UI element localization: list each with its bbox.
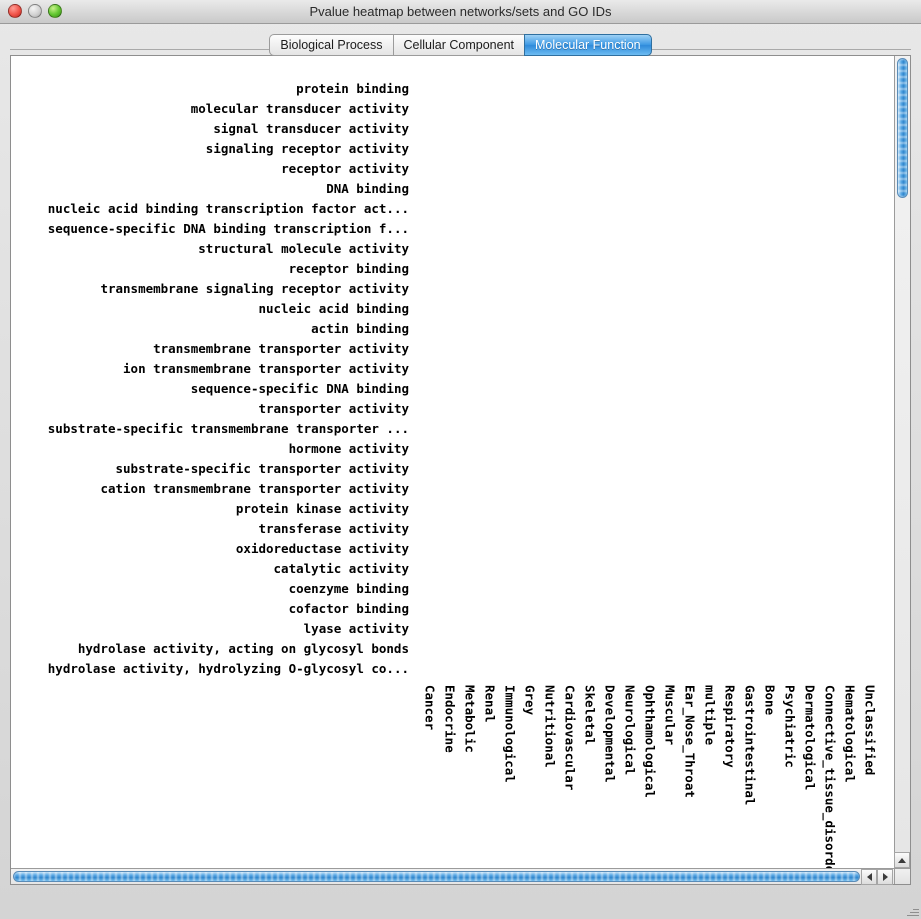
column-label: Skeletal bbox=[582, 685, 598, 746]
column-label: Developmental bbox=[602, 685, 618, 783]
chevron-right-icon bbox=[882, 873, 888, 881]
row-label: sequence-specific DNA binding transcript… bbox=[47, 221, 409, 236]
title-bar: Pvalue heatmap between networks/sets and… bbox=[0, 0, 921, 24]
vertical-scrollbar-thumb[interactable] bbox=[897, 58, 908, 198]
scroll-left-button[interactable] bbox=[861, 869, 877, 885]
chevron-up-icon bbox=[898, 857, 906, 863]
tab-biological-process[interactable]: Biological Process bbox=[269, 34, 393, 56]
row-label: receptor binding bbox=[288, 261, 409, 276]
column-label: Cancer bbox=[422, 685, 438, 731]
horizontal-scrollbar[interactable] bbox=[11, 868, 894, 885]
column-label: Endocrine bbox=[442, 685, 458, 753]
column-label: Metabolic bbox=[462, 685, 478, 753]
row-label: coenzyme binding bbox=[288, 581, 409, 596]
row-label: structural molecule activity bbox=[198, 241, 409, 256]
row-label: receptor activity bbox=[281, 161, 409, 176]
window-controls bbox=[8, 4, 62, 18]
row-label: DNA binding bbox=[326, 181, 409, 196]
tab-group: Biological Process Cellular Component Mo… bbox=[269, 34, 652, 56]
row-label: transporter activity bbox=[258, 401, 409, 416]
row-label: actin binding bbox=[311, 321, 409, 336]
column-label: Neurological bbox=[622, 685, 638, 776]
window-title: Pvalue heatmap between networks/sets and… bbox=[309, 4, 612, 19]
vertical-scrollbar[interactable] bbox=[894, 56, 910, 868]
close-button[interactable] bbox=[8, 4, 22, 18]
content-pane: protein binding molecular transducer acti… bbox=[10, 55, 911, 885]
scroll-right-button[interactable] bbox=[877, 869, 893, 885]
column-label: Cardiovascular bbox=[562, 685, 578, 791]
scroll-up-button[interactable] bbox=[894, 852, 910, 868]
column-label: Psychiatric bbox=[782, 685, 798, 768]
resize-grip[interactable] bbox=[905, 904, 919, 918]
heatmap-canvas: protein binding molecular transducer acti… bbox=[11, 56, 894, 868]
row-label: nucleic acid binding bbox=[258, 301, 409, 316]
row-label: signal transducer activity bbox=[213, 121, 409, 136]
row-label: catalytic activity bbox=[273, 561, 409, 576]
row-label: lyase activity bbox=[303, 621, 409, 636]
column-label: Ear_Nose_Throat bbox=[682, 685, 698, 798]
row-label: signaling receptor activity bbox=[205, 141, 409, 156]
column-label: Respiratory bbox=[722, 685, 738, 768]
minimize-button[interactable] bbox=[28, 4, 42, 18]
row-label: protein kinase activity bbox=[235, 501, 409, 516]
column-label: Grey bbox=[522, 685, 538, 716]
column-label: Ophthamological bbox=[642, 685, 658, 798]
row-label: transferase activity bbox=[258, 521, 409, 536]
row-label: transmembrane transporter activity bbox=[153, 341, 409, 356]
column-label: Nutritional bbox=[542, 685, 558, 768]
zoom-button[interactable] bbox=[48, 4, 62, 18]
scrollbar-corner bbox=[894, 868, 910, 884]
row-label: oxidoreductase activity bbox=[235, 541, 409, 556]
row-label: molecular transducer activity bbox=[190, 101, 409, 116]
column-label: Dermatological bbox=[802, 685, 818, 791]
column-label: Connective_tissue_disorder bbox=[822, 685, 838, 868]
row-label: hormone activity bbox=[288, 441, 409, 456]
column-label: multiple bbox=[702, 685, 718, 746]
row-label: cation transmembrane transporter activit… bbox=[100, 481, 409, 496]
horizontal-scrollbar-thumb[interactable] bbox=[13, 871, 860, 882]
row-label: nucleic acid binding transcription facto… bbox=[47, 201, 409, 216]
row-label: hydrolase activity, hydrolyzing O-glycos… bbox=[47, 661, 409, 676]
row-label: hydrolase activity, acting on glycosyl b… bbox=[77, 641, 409, 656]
chevron-left-icon bbox=[866, 873, 872, 881]
column-label: Bone bbox=[762, 685, 778, 716]
column-label: Unclassified bbox=[862, 685, 878, 776]
column-label: Gastrointestinal bbox=[742, 685, 758, 806]
column-label: Immunological bbox=[502, 685, 518, 783]
row-label: transmembrane signaling receptor activit… bbox=[100, 281, 409, 296]
column-label: Renal bbox=[482, 685, 498, 723]
row-label: protein binding bbox=[296, 81, 409, 96]
column-label: Hematological bbox=[842, 685, 858, 783]
row-label-axis: protein binding molecular transducer acti… bbox=[11, 79, 415, 679]
row-label: sequence-specific DNA binding bbox=[190, 381, 409, 396]
tab-bar: Biological Process Cellular Component Mo… bbox=[0, 24, 921, 56]
row-label: substrate-specific transporter activity bbox=[115, 461, 410, 476]
row-label: substrate-specific transmembrane transpo… bbox=[47, 421, 409, 436]
tab-cellular-component[interactable]: Cellular Component bbox=[392, 34, 524, 56]
row-label: cofactor binding bbox=[288, 601, 409, 616]
tab-molecular-function[interactable]: Molecular Function bbox=[524, 34, 652, 56]
column-label: Muscular bbox=[662, 685, 678, 746]
row-label: ion transmembrane transporter activity bbox=[123, 361, 409, 376]
